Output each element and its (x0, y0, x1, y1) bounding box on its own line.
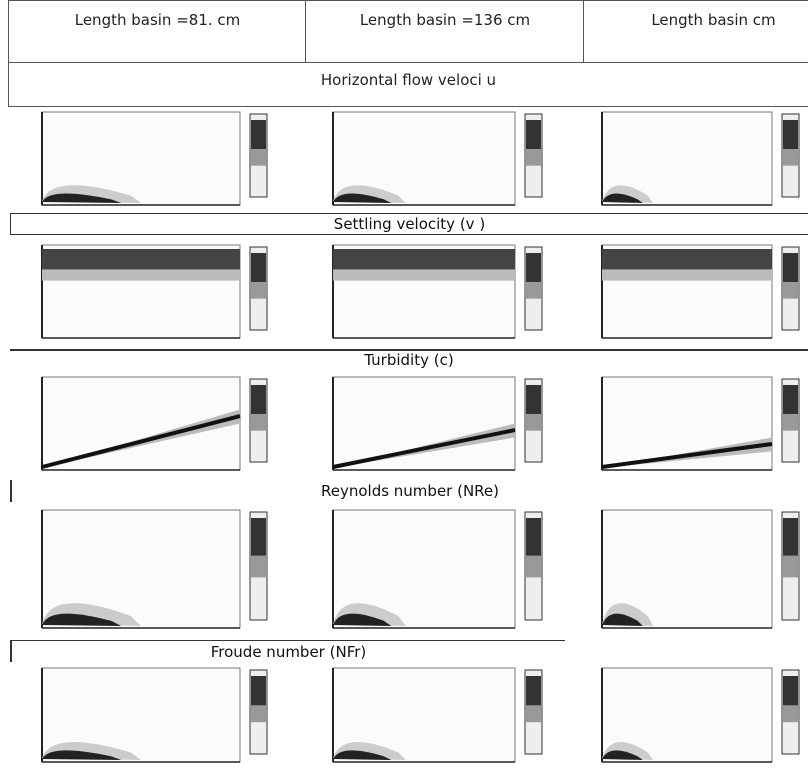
panel-label: Turbidity (c) (10, 349, 808, 369)
contour (602, 249, 772, 270)
colorbar (783, 518, 798, 556)
section-header: Horizontal flow veloci u (8, 62, 808, 107)
colorbar (783, 705, 798, 723)
colorbar (251, 120, 266, 150)
colorbar (526, 414, 541, 431)
contour (602, 750, 643, 760)
colorbar (526, 705, 541, 723)
colorbar (526, 385, 541, 415)
colorbar (783, 555, 798, 578)
panel-label: Froude number (NFr) (10, 640, 565, 662)
colorbar (251, 555, 266, 578)
colorbar (526, 282, 541, 299)
plot-frame (332, 376, 516, 471)
contour (333, 193, 392, 203)
panel-label: Settling velocity (v ) (10, 213, 808, 235)
colorbar (783, 253, 798, 283)
contour (41, 414, 241, 469)
contour (42, 249, 240, 270)
contour (602, 437, 772, 468)
colorbar (251, 282, 266, 299)
colorbar (251, 149, 266, 166)
colorbar (251, 253, 266, 283)
colorbar (526, 253, 541, 283)
colorbar (251, 705, 266, 723)
contour (333, 269, 515, 281)
colorbar (251, 676, 266, 706)
colorbar (526, 555, 541, 578)
contour (332, 428, 516, 469)
contour (602, 613, 643, 626)
colorbar (783, 676, 798, 706)
contour (42, 269, 240, 281)
colorbar (783, 385, 798, 415)
contour (42, 613, 122, 626)
colorbar (251, 385, 266, 415)
contour (333, 249, 515, 270)
contour (333, 613, 392, 626)
contour (42, 750, 122, 760)
colorbar (251, 414, 266, 431)
colorbar (783, 414, 798, 431)
colorbar (526, 676, 541, 706)
contour (42, 193, 122, 203)
colorbar (526, 518, 541, 556)
contour (602, 269, 772, 281)
contour (602, 193, 643, 203)
panel-label: Reynolds number (NRe) (10, 480, 808, 502)
colorbar (251, 518, 266, 556)
colorbar (783, 149, 798, 166)
colorbar (783, 120, 798, 150)
contour (333, 750, 392, 760)
colorbar (526, 149, 541, 166)
contour (601, 441, 773, 469)
colorbar (783, 282, 798, 299)
colorbar (526, 120, 541, 150)
